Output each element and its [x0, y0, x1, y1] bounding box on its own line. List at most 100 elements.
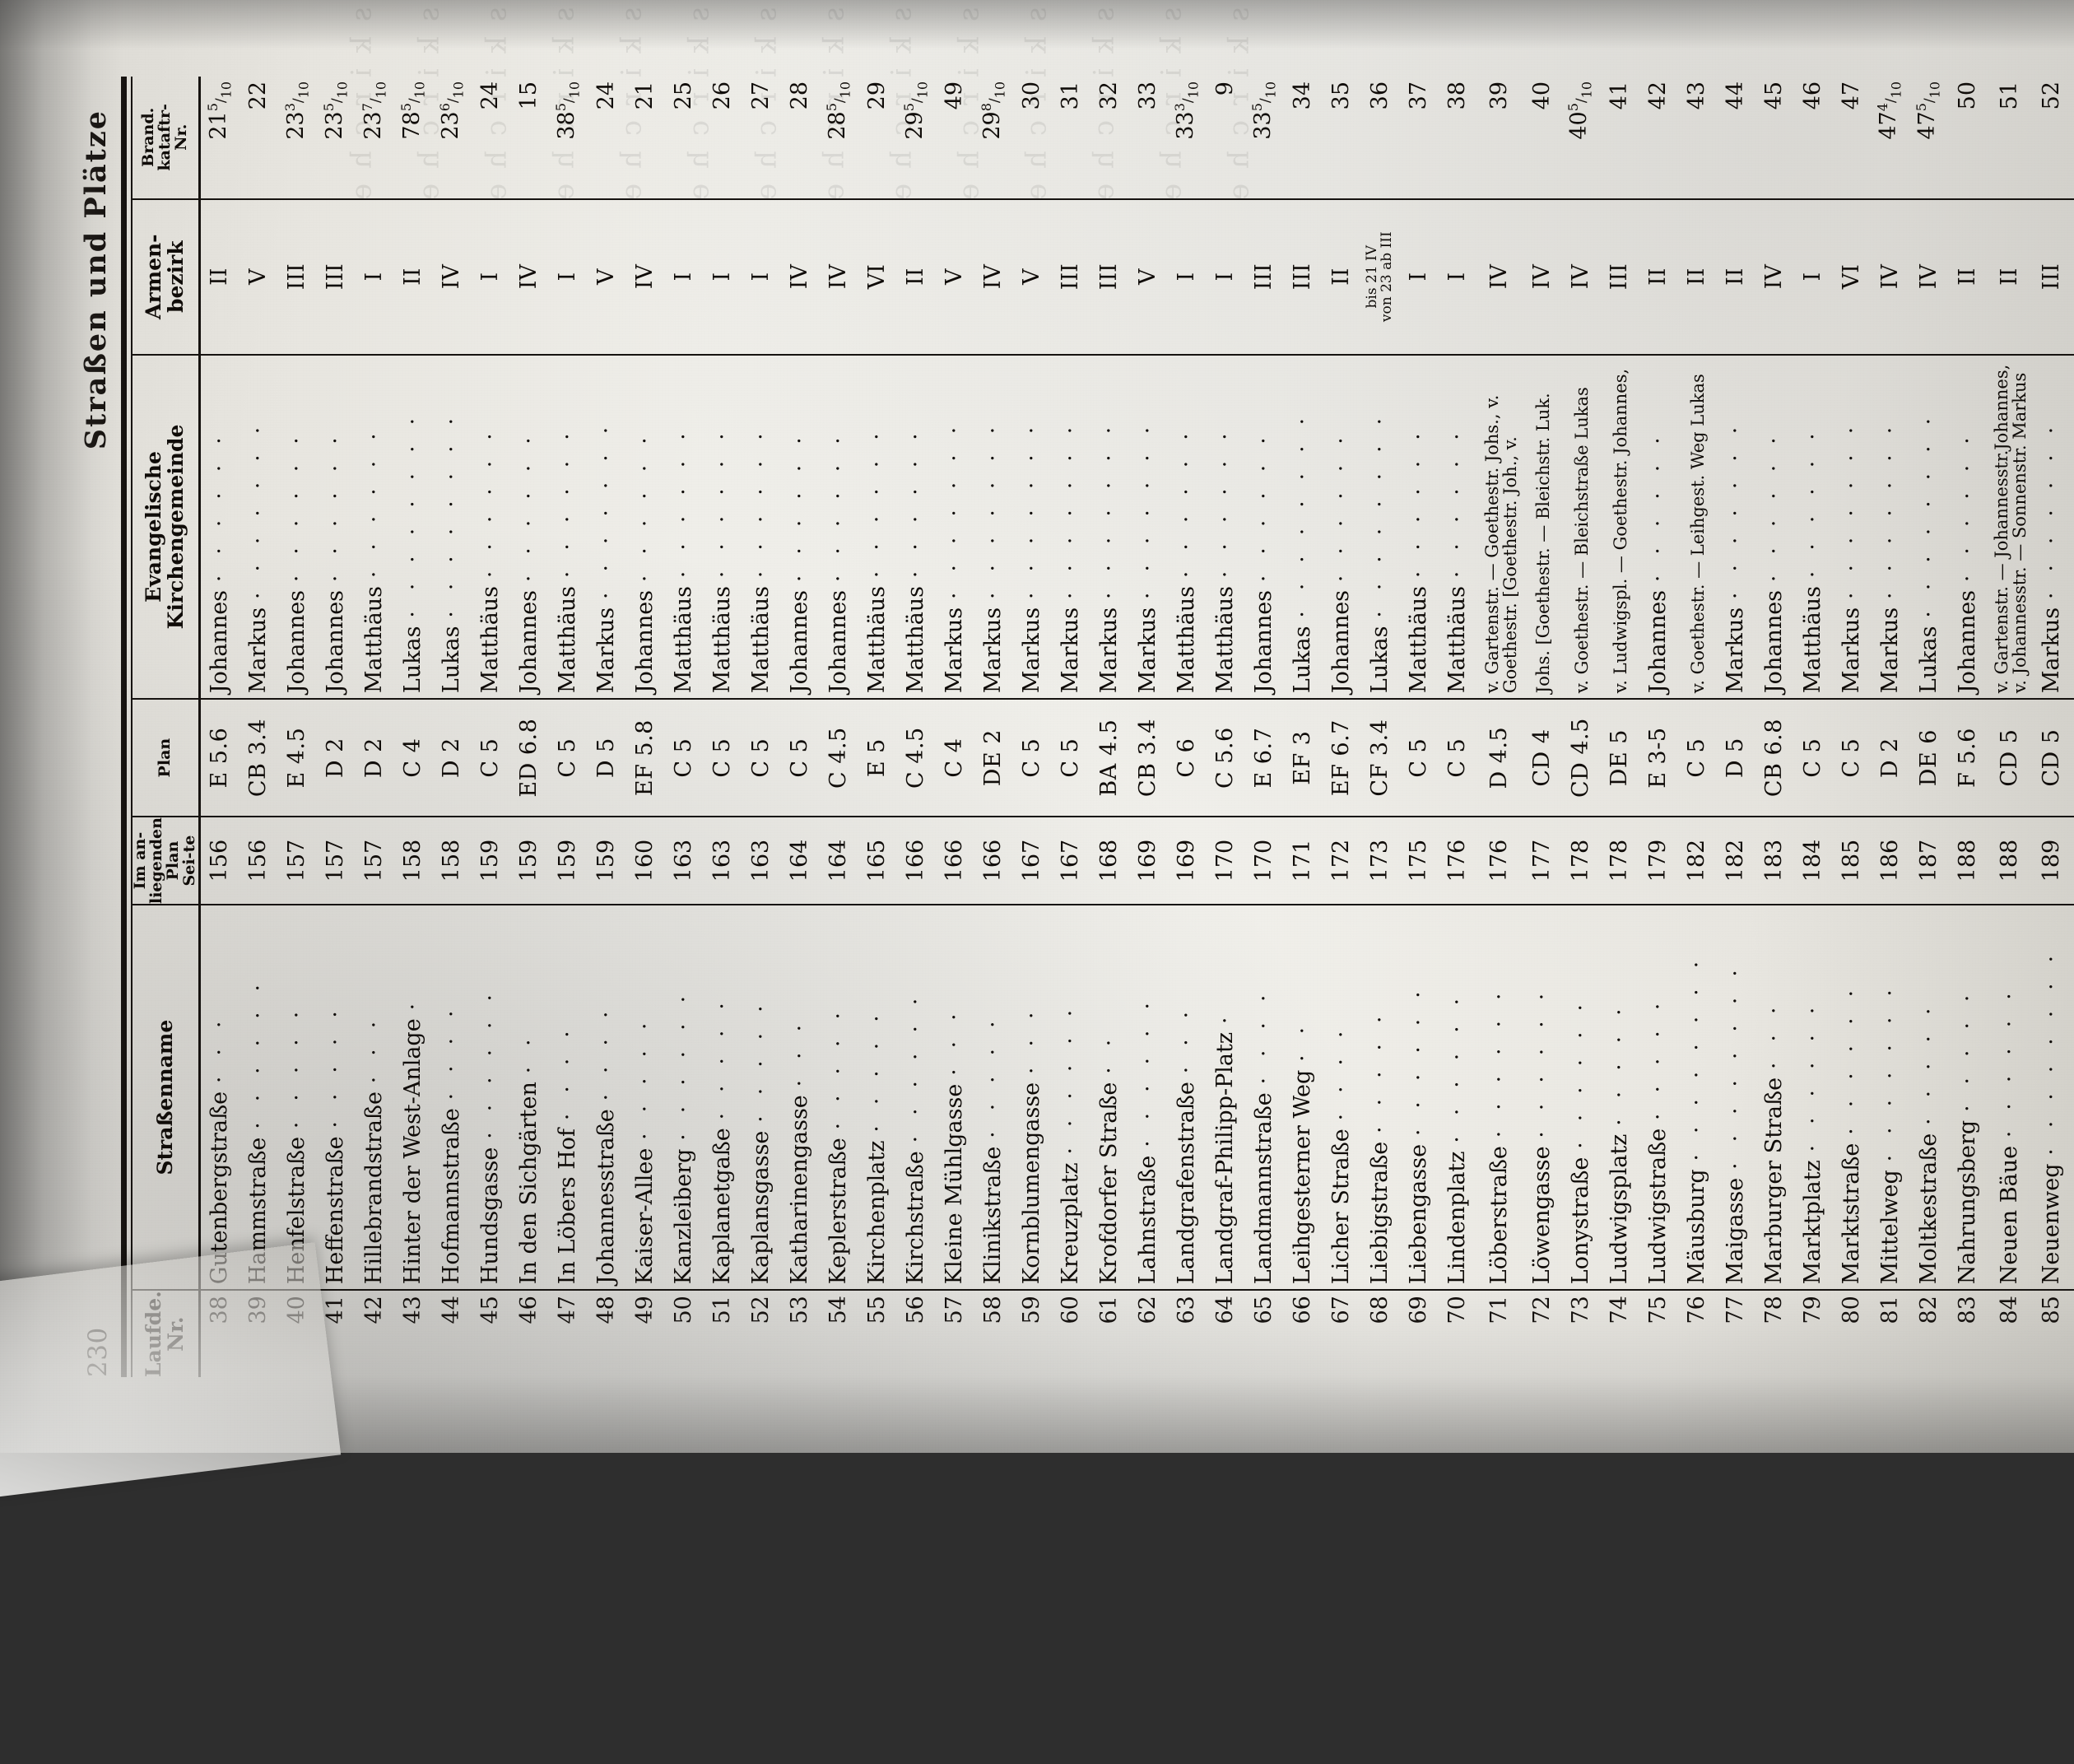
brandkataster-fraction: 5/10 — [320, 81, 350, 111]
leader-dots: · · · — [1174, 990, 1200, 1073]
parish-text: Matthäus — [709, 585, 736, 693]
street-name-text: Kirchenplatz — [864, 1140, 891, 1284]
leader-dots: · · · · — [594, 989, 620, 1101]
cell-armenbezirk: II — [1677, 198, 1717, 355]
cell-brandkataster-nr: 33 — [1128, 76, 1168, 199]
brandkataster-integer: 22 — [245, 81, 272, 109]
table-row: 59 Kornblumengasse · · · 167 C 5 Markus · · ·… — [1012, 76, 1052, 1377]
brandkataster-integer: 9 — [1212, 81, 1239, 95]
table-row: 73 Lonystraße · · · · · · 178 CD 4.5 v. Goet… — [1561, 76, 1601, 1377]
cell-kirchengemeinde: Markus · · · · · · · — [2032, 354, 2072, 699]
cell-kirchengemeinde: Johannes · · · · · · — [200, 354, 239, 699]
cell-kirchengemeinde: Johannes · · · · · · — [509, 354, 549, 699]
cell-armenbezirk: II — [1639, 198, 1678, 355]
parish-text: Markus — [1019, 607, 1045, 693]
leader-dots: · · — [1097, 1018, 1123, 1074]
leader-dots: · · · · · · — [1445, 977, 1471, 1143]
leader-dots: · · · · · · — [1761, 416, 1787, 582]
parish-line-1: v. Gartenstr. — Johannesstr.Johannes, — [1992, 364, 2012, 693]
brandkataster-integer: 24 — [593, 81, 620, 109]
leader-dots: · · · · · — [1645, 982, 1671, 1120]
table-row: 62 Lahnstraße · · · · · · 169 CB 3.4 Markus ·… — [1128, 76, 1168, 1377]
header-armenbezirk: Armen- bezirk — [133, 198, 200, 355]
brandkataster-integer: 51 — [1996, 81, 2022, 109]
brandkataster-integer: 33 — [1135, 81, 1161, 109]
table-row: 66 Leihgesterner Weg · · 171 EF 3 Lukas · · ·… — [1283, 76, 1323, 1377]
cell-kirchengemeinde: Matthäus · · · · · · — [1206, 354, 1245, 699]
leader-dots: · · · · · · — [478, 973, 504, 1139]
scanned-page-photo: Johanneskirche Johanneskirche Johanneskirc… — [0, 0, 2074, 1499]
brandkataster-integer: 34 — [1290, 81, 1316, 109]
cell-kirchengemeinde: Matthäus · · · · · · — [548, 354, 588, 699]
cell-brandkataster-nr: 36 — [1360, 76, 1400, 199]
brandkataster-integer: 21 — [632, 81, 658, 109]
parish-text: Markus — [593, 607, 620, 693]
leader-dots: · · · · · · · — [1058, 406, 1084, 599]
cell-armenbezirk: III — [277, 198, 317, 355]
cell-armenbezirk: I — [471, 198, 510, 355]
table-row: 67 Licher Straße· · · · 172 EF 6.7 Johannes… — [1322, 76, 1361, 1377]
cell-plan-seite: 160 — [625, 816, 665, 905]
cell-laufende-nr: 85 — [2032, 1289, 2072, 1377]
leader-dots: · · · · · · — [1058, 989, 1084, 1154]
header-plan-feld: Plan — [133, 698, 200, 817]
leader-dots: · · · · · · · — [942, 406, 968, 599]
parish-text: Lukas — [1290, 626, 1316, 693]
cell-brandkataster-nr: 51 — [1987, 76, 2033, 199]
table-row: 50 Kanzleiberg · · · · · · 163 C 5 Matthäus ·… — [664, 76, 704, 1377]
cell-armenbezirk: I — [1438, 198, 1477, 355]
cell-plan-feld: E 4.5 — [277, 698, 317, 817]
cell-strassenname: Leihgesterner Weg · · — [1283, 904, 1323, 1290]
parish-text: v. Goethestr. — Bleichstraße Lukas — [1571, 386, 1592, 693]
street-name-text: Marktstraße — [1838, 1143, 1864, 1284]
cell-laufende-nr: 72 — [1523, 1289, 1562, 1377]
cell-strassenname: Landmannstraße · · · · — [1244, 904, 1284, 1290]
parish-line-2: Goethestr. [Goethestr. Joh., v. — [1500, 435, 1520, 693]
cell-plan-feld: CB 3.4 — [239, 698, 278, 817]
cell-strassenname: Nahrungsberg · · · · · — [1948, 904, 1988, 1290]
street-name-text: Löberstraße — [1486, 1145, 1513, 1284]
cell-plan-feld: C 5 — [1793, 698, 1833, 817]
cell-armenbezirk: I — [742, 198, 781, 355]
leader-dots: · · · · · · · — [1877, 968, 1903, 1161]
leader-dots: · · · · · — [710, 981, 736, 1119]
leader-dots: · · · · · — [1607, 987, 1632, 1126]
parish-text: Matthäus — [903, 585, 929, 693]
cell-brandkataster-nr: 27 — [742, 76, 781, 199]
cell-strassenname: Hundsgasse · · · · · · — [471, 904, 510, 1290]
parish-text: Matthäus — [748, 585, 774, 693]
parish-text: Matthäus — [1174, 585, 1200, 693]
table-row: 74 Ludwigsplatz · · · · · 178 DE 5 v. Ludwig… — [1600, 76, 1639, 1377]
leader-dots: · · · · · · — [1213, 412, 1239, 578]
table-row: 83 Nahrungsberg· · · · · 188 F 5.6 Johannes… — [1948, 76, 1988, 1377]
cell-laufende-nr: 51 — [703, 1289, 742, 1377]
leader-dots: · · · · · · — [826, 416, 852, 582]
cell-laufende-nr: 44 — [432, 1289, 472, 1377]
street-name-text: Kornblumengasse — [1019, 1082, 1045, 1284]
cell-armenbezirk: IV — [1909, 198, 1949, 355]
table-row: 49 Kaiser-Allee· · · · · 160 EF 5.8 Johanne… — [625, 76, 665, 1377]
brandkataster-fraction: 3/10 — [1171, 81, 1201, 111]
street-name-text: Ludwigsplatz — [1606, 1133, 1632, 1284]
cell-plan-seite: 178 — [1600, 816, 1639, 905]
brandkataster-integer: 30 — [1019, 81, 1045, 109]
cell-plan-seite: 187 — [1909, 816, 1949, 905]
table-row: 86Neuftadt· · · · · · · · 191BC 4.5Marku… — [2071, 76, 2074, 1377]
brandkataster-integer: 26 — [709, 81, 736, 109]
cell-brandkataster-nr: 24 — [471, 76, 510, 199]
cell-plan-seite: 165 — [858, 816, 897, 905]
table-row: 57 Kleine Mühlgasse · · · 166 C 4 Markus · · … — [935, 76, 974, 1377]
leader-dots: · · · · · · — [710, 412, 736, 578]
leader-dots: · · · · · — [749, 984, 774, 1123]
street-name-text: In Löbers Hof — [555, 1128, 581, 1284]
cell-plan-seite: 176 — [1476, 816, 1523, 905]
brandkataster-integer: 38 — [553, 110, 579, 140]
leader-dots: · · · · · · — [246, 963, 272, 1129]
cell-strassenname: Marktplatz · · · · · · — [1793, 904, 1833, 1290]
parish-text: Markus — [245, 607, 272, 693]
parish-text: Johannes — [787, 589, 813, 693]
parish-text: Markus — [1058, 607, 1084, 693]
parish-text: Markus — [1096, 607, 1123, 693]
brandkataster-fraction: 5/10 — [900, 81, 930, 111]
cell-strassenname: Krofdorfer Straße · · — [1090, 904, 1129, 1290]
